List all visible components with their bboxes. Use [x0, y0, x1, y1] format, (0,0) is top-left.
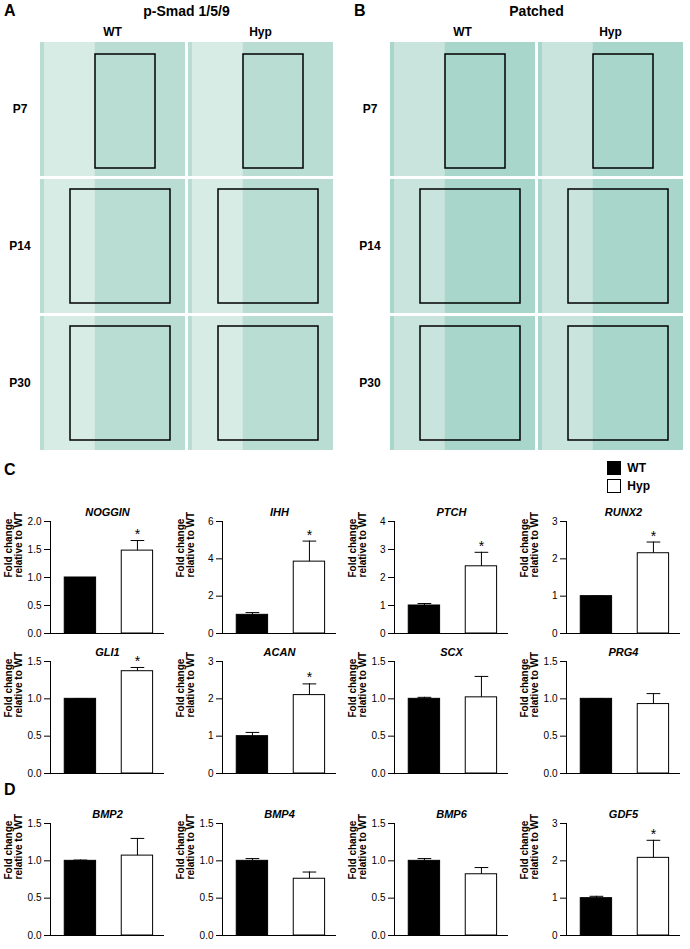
svg-text:1: 1 [208, 730, 214, 741]
svg-text:IHH: IHH [270, 506, 290, 518]
svg-text:0.5: 0.5 [372, 892, 386, 903]
svg-text:0.0: 0.0 [28, 930, 42, 941]
svg-text:P30: P30 [9, 376, 31, 390]
svg-text:RUNX2: RUNX2 [605, 506, 642, 518]
svg-text:1.5: 1.5 [200, 818, 214, 829]
html-text:Hyp: Hyp [627, 479, 650, 493]
svg-text:0: 0 [208, 628, 214, 639]
svg-text:Hyp: Hyp [599, 25, 622, 39]
svg-text:1.0: 1.0 [28, 693, 42, 704]
svg-text:3: 3 [208, 656, 214, 667]
svg-text:Fold changerelative to WT: Fold changerelative to WT [175, 512, 196, 578]
svg-text:2.0: 2.0 [28, 516, 42, 527]
svg-text:Fold changerelative to WT: Fold changerelative to WT [175, 814, 196, 880]
svg-text:B: B [354, 2, 366, 19]
svg-text:1.5: 1.5 [28, 656, 42, 667]
svg-text:0: 0 [552, 628, 558, 639]
svg-text:WT: WT [103, 25, 122, 39]
svg-text:P14: P14 [359, 239, 381, 253]
svg-text:NOGGIN: NOGGIN [85, 506, 131, 518]
svg-text:1.0: 1.0 [28, 855, 42, 866]
svg-text:0.0: 0.0 [372, 768, 386, 779]
svg-text:*: * [135, 526, 141, 542]
svg-text:Fold changerelative to WT: Fold changerelative to WT [3, 512, 24, 578]
svg-text:*: * [307, 527, 313, 543]
html-text:C: C [4, 461, 16, 478]
svg-text:1.5: 1.5 [28, 544, 42, 555]
svg-text:WT: WT [453, 25, 472, 39]
svg-text:Fold changerelative to WT: Fold changerelative to WT [347, 814, 368, 880]
svg-text:P7: P7 [13, 102, 28, 116]
svg-text:1.0: 1.0 [372, 855, 386, 866]
svg-text:1.5: 1.5 [28, 818, 42, 829]
svg-text:0.0: 0.0 [544, 768, 558, 779]
svg-text:4: 4 [208, 553, 214, 564]
svg-text:1.0: 1.0 [200, 855, 214, 866]
svg-text:A: A [4, 2, 16, 19]
svg-text:Fold changerelative to WT: Fold changerelative to WT [519, 814, 540, 880]
svg-text:ACAN: ACAN [263, 646, 297, 658]
html-text:WT: WT [627, 461, 646, 475]
svg-text:0.0: 0.0 [200, 930, 214, 941]
svg-text:Fold changerelative to WT: Fold changerelative to WT [3, 814, 24, 880]
svg-text:Fold changerelative to WT: Fold changerelative to WT [519, 512, 540, 578]
svg-text:0.0: 0.0 [28, 628, 42, 639]
svg-text:PTCH: PTCH [437, 506, 468, 518]
svg-text:Fold changerelative to WT: Fold changerelative to WT [347, 652, 368, 718]
html-text:D: D [4, 781, 16, 798]
svg-text:4: 4 [380, 516, 386, 527]
svg-text:0: 0 [380, 628, 386, 639]
svg-text:2: 2 [380, 572, 386, 583]
svg-text:BMP6: BMP6 [436, 808, 467, 820]
svg-text:BMP2: BMP2 [92, 808, 123, 820]
svg-text:1.0: 1.0 [372, 693, 386, 704]
svg-text:1.0: 1.0 [28, 572, 42, 583]
svg-text:3: 3 [552, 516, 558, 527]
svg-text:PRG4: PRG4 [609, 646, 639, 658]
svg-text:2: 2 [552, 855, 558, 866]
svg-text:P7: P7 [363, 102, 378, 116]
svg-text:1: 1 [552, 892, 558, 903]
svg-text:BMP4: BMP4 [264, 808, 295, 820]
svg-text:0.0: 0.0 [372, 930, 386, 941]
svg-text:Fold changerelative to WT: Fold changerelative to WT [519, 652, 540, 718]
svg-text:1.5: 1.5 [544, 656, 558, 667]
svg-text:6: 6 [208, 516, 214, 527]
svg-text:GDF5: GDF5 [609, 808, 639, 820]
svg-text:*: * [307, 669, 313, 685]
svg-text:0.5: 0.5 [28, 892, 42, 903]
svg-text:2: 2 [208, 590, 214, 601]
svg-text:0.5: 0.5 [372, 730, 386, 741]
svg-text:2: 2 [208, 693, 214, 704]
svg-text:0.5: 0.5 [200, 892, 214, 903]
svg-text:p-Smad 1/5/9: p-Smad 1/5/9 [143, 3, 230, 19]
svg-text:P30: P30 [359, 376, 381, 390]
svg-text:*: * [651, 528, 657, 544]
svg-text:*: * [135, 653, 141, 669]
svg-text:2: 2 [552, 553, 558, 564]
svg-text:Fold changerelative to WT: Fold changerelative to WT [3, 652, 24, 718]
svg-text:GLI1: GLI1 [95, 646, 119, 658]
svg-text:1: 1 [380, 600, 386, 611]
svg-text:Hyp: Hyp [249, 25, 272, 39]
svg-text:0: 0 [552, 930, 558, 941]
svg-text:1.5: 1.5 [372, 818, 386, 829]
svg-text:0.0: 0.0 [28, 768, 42, 779]
svg-text:*: * [651, 826, 657, 842]
svg-text:0.5: 0.5 [28, 600, 42, 611]
svg-text:Patched: Patched [509, 3, 563, 19]
svg-text:1: 1 [552, 590, 558, 601]
svg-text:3: 3 [552, 818, 558, 829]
svg-text:1.5: 1.5 [372, 656, 386, 667]
svg-text:*: * [479, 538, 485, 554]
svg-text:0.5: 0.5 [544, 730, 558, 741]
svg-text:0: 0 [208, 768, 214, 779]
svg-text:Fold changerelative to WT: Fold changerelative to WT [347, 512, 368, 578]
svg-text:1.0: 1.0 [544, 693, 558, 704]
svg-text:P14: P14 [9, 239, 31, 253]
svg-text:3: 3 [380, 544, 386, 555]
svg-text:SCX: SCX [440, 646, 463, 658]
svg-text:Fold changerelative to WT: Fold changerelative to WT [175, 652, 196, 718]
svg-text:0.5: 0.5 [28, 730, 42, 741]
